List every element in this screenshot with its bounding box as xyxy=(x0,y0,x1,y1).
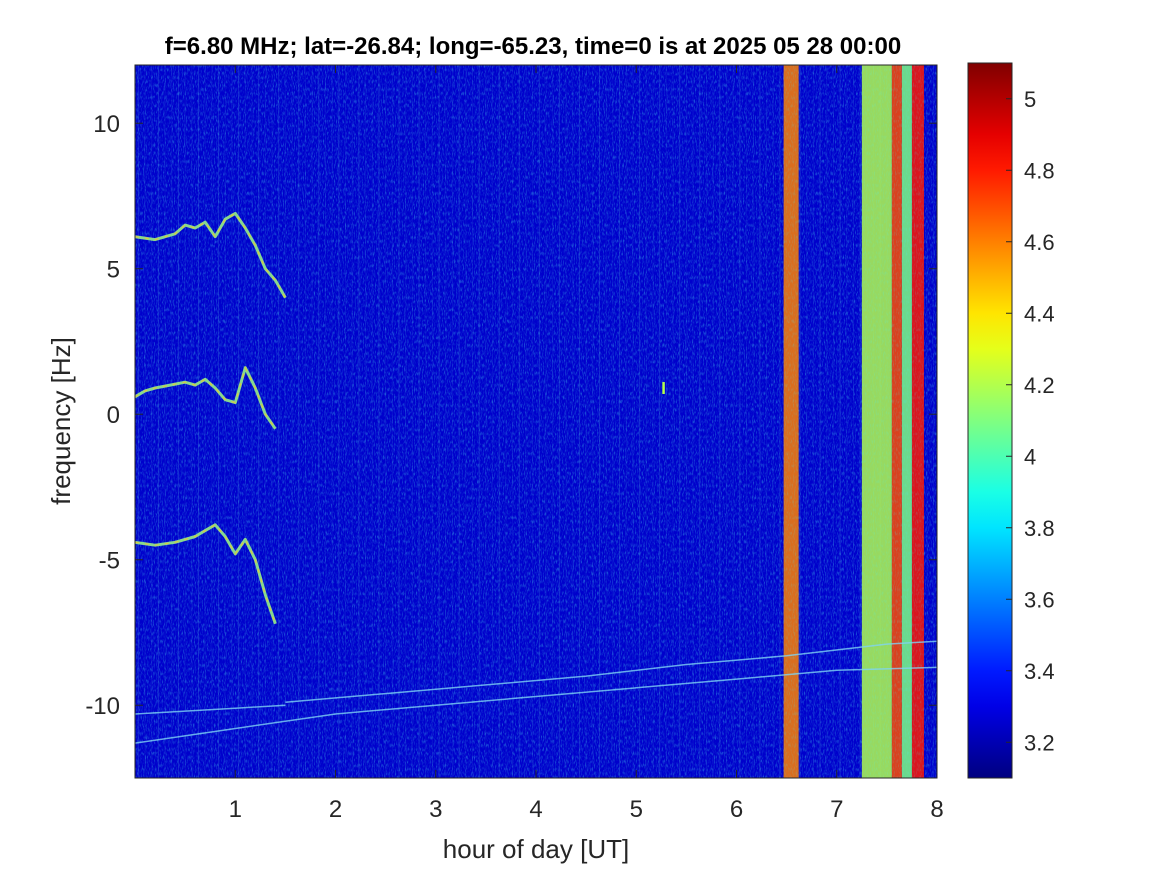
y-axis-label: frequency [Hz] xyxy=(46,337,76,505)
x-axis: 1 2 3 4 5 6 7 8 xyxy=(229,65,944,823)
x-tick-label: 8 xyxy=(930,796,943,823)
colorbar-tick-label: 3.2 xyxy=(1024,730,1055,755)
colorbar-tick-label: 3.4 xyxy=(1024,659,1055,684)
activity-band-texture-0 xyxy=(783,65,799,778)
activity-band-texture-1 xyxy=(861,65,892,778)
signal-trace-4 xyxy=(285,640,937,704)
activity-band-texture-4 xyxy=(911,65,924,778)
signal-trace-5 xyxy=(135,704,286,715)
x-tick-label: 1 xyxy=(229,796,242,823)
plot-noise-texture xyxy=(135,65,937,778)
colorbar-ticks: 5 4.8 4.6 4.4 4.2 4 3.8 3.6 3.4 3.2 xyxy=(1006,87,1055,755)
colorbar-tick-label: 4.6 xyxy=(1024,230,1055,255)
x-tick-label: 3 xyxy=(429,796,442,823)
spike-mark-0 xyxy=(662,382,665,395)
spike-layer xyxy=(662,382,665,395)
y-tick-label: 0 xyxy=(107,402,120,429)
y-tick-label: -10 xyxy=(85,693,120,720)
colorbar-tick-label: 4.4 xyxy=(1024,301,1055,326)
colorbar-tick-label: 3.6 xyxy=(1024,587,1055,612)
y-tick-label: 5 xyxy=(107,257,120,284)
y-tick-label: 10 xyxy=(93,111,120,138)
activity-band-texture-2 xyxy=(891,65,902,778)
y-axis: 10 5 0 -5 -10 xyxy=(85,111,937,720)
colorbar-tick-label: 3.8 xyxy=(1024,516,1055,541)
activity-band-texture-3 xyxy=(901,65,912,778)
x-tick-label: 6 xyxy=(730,796,743,823)
x-tick-label: 5 xyxy=(630,796,643,823)
band-layer xyxy=(783,65,924,778)
chart-title: f=6.80 MHz; lat=-26.84; long=-65.23, tim… xyxy=(165,33,901,60)
signal-trace-3 xyxy=(135,666,937,744)
colorbar-frame xyxy=(967,62,1013,779)
x-tick-label: 7 xyxy=(830,796,843,823)
signal-trace-highlight-2 xyxy=(135,524,276,624)
x-axis-label: hour of day [UT] xyxy=(443,834,629,864)
signal-trace-highlight-1 xyxy=(135,366,276,430)
colorbar-tick-label: 4.8 xyxy=(1024,158,1055,183)
x-tick-label: 2 xyxy=(329,796,342,823)
trace-layer xyxy=(135,211,937,744)
x-tick-label: 4 xyxy=(529,796,542,823)
colorbar-tick-label: 4.2 xyxy=(1024,373,1055,398)
colorbar-tick-label: 5 xyxy=(1024,87,1036,112)
colorbar: 5 4.8 4.6 4.4 4.2 4 3.8 3.6 3.4 3.2 xyxy=(967,62,1055,779)
plot-area xyxy=(134,64,938,779)
y-tick-label: -5 xyxy=(99,548,120,575)
signal-trace-highlight-0 xyxy=(135,212,286,299)
colorbar-tick-label: 4 xyxy=(1024,444,1036,469)
colorbar-gradient xyxy=(968,63,1012,778)
